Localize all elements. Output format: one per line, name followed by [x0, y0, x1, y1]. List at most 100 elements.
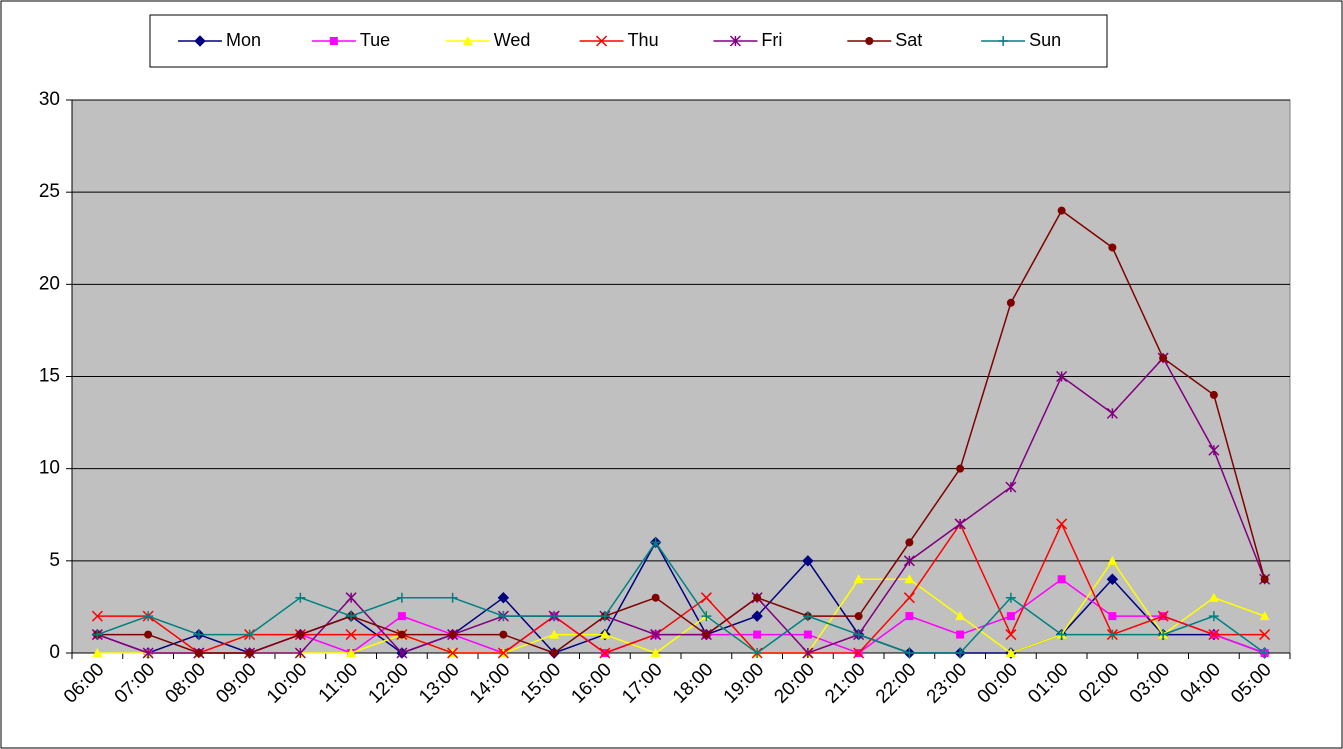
- point: [92, 648, 103, 657]
- legend-marker: [462, 36, 473, 45]
- point: [904, 574, 915, 584]
- point: [397, 630, 406, 639]
- point: [1005, 648, 1016, 657]
- point: [346, 611, 357, 622]
- point: [1056, 370, 1068, 383]
- legend-label: Mon: [226, 30, 261, 50]
- point: [1260, 575, 1269, 584]
- series-line: [97, 541, 1266, 654]
- point: [1056, 518, 1068, 530]
- legend-label: Sat: [895, 30, 922, 50]
- point: [955, 648, 966, 658]
- point: [651, 593, 660, 602]
- point: [1157, 610, 1169, 622]
- y-tick-label: 5: [49, 550, 60, 571]
- point: [905, 538, 914, 547]
- point: [1259, 648, 1270, 658]
- point: [954, 518, 966, 530]
- point: [650, 537, 661, 548]
- point: [194, 649, 203, 657]
- point: [1005, 481, 1017, 493]
- point: [1208, 611, 1219, 622]
- point: [956, 464, 965, 473]
- point: [497, 591, 510, 604]
- point: [903, 555, 915, 567]
- point: [498, 611, 509, 622]
- point: [599, 629, 610, 639]
- point: [245, 649, 254, 657]
- point: [295, 592, 306, 603]
- y-tick-label: 30: [39, 89, 60, 110]
- point: [803, 630, 812, 639]
- point: [650, 629, 662, 641]
- point: [92, 629, 103, 640]
- legend-marker: [998, 36, 1009, 46]
- point: [345, 592, 357, 604]
- point: [296, 630, 305, 639]
- point: [294, 647, 306, 659]
- point: [955, 611, 966, 621]
- legend-label: Wed: [494, 30, 531, 50]
- point: [549, 629, 560, 639]
- legend-label: Tue: [360, 30, 390, 50]
- point: [1259, 611, 1270, 621]
- legend-label: Sun: [1029, 30, 1061, 50]
- series-line: [97, 356, 1266, 654]
- point: [396, 592, 407, 603]
- point: [396, 647, 408, 659]
- point: [549, 611, 560, 622]
- point: [1208, 629, 1220, 641]
- legend-marker: [865, 37, 874, 45]
- point: [853, 647, 865, 659]
- point: [853, 629, 864, 640]
- point: [1056, 629, 1067, 640]
- point: [1208, 592, 1219, 602]
- point: [1107, 555, 1118, 565]
- point: [345, 629, 357, 641]
- point: [802, 555, 814, 567]
- point: [854, 612, 863, 621]
- legend-label: Thu: [628, 30, 659, 50]
- point: [701, 611, 712, 622]
- point: [447, 592, 458, 603]
- legend-marker: [329, 37, 338, 45]
- point: [1005, 592, 1016, 603]
- legend-marker: [596, 35, 608, 47]
- point: [904, 648, 915, 658]
- point: [1106, 407, 1118, 419]
- point: [650, 648, 661, 657]
- point: [905, 612, 914, 621]
- point: [447, 647, 459, 659]
- point: [1208, 444, 1220, 456]
- point: [1057, 575, 1066, 584]
- y-tick-label: 10: [39, 458, 60, 479]
- series-line: [97, 209, 1266, 654]
- point: [1158, 629, 1169, 640]
- point: [599, 611, 610, 622]
- point: [853, 574, 864, 584]
- legend-label: Fri: [761, 30, 782, 50]
- point: [1006, 612, 1015, 621]
- point: [700, 592, 712, 604]
- point: [1106, 573, 1119, 585]
- point: [550, 649, 559, 657]
- point: [499, 630, 508, 639]
- legend: Mon Tue Wed Thu Fri Sat Sun: [149, 14, 1108, 68]
- point: [1108, 243, 1117, 252]
- point: [702, 630, 711, 639]
- point: [753, 630, 762, 639]
- point: [1107, 629, 1118, 640]
- point: [193, 629, 204, 640]
- point: [1159, 354, 1168, 363]
- point: [753, 593, 762, 602]
- point: [497, 647, 509, 659]
- point: [956, 630, 965, 639]
- point: [448, 630, 457, 639]
- y-tick-label: 15: [39, 366, 60, 387]
- point: [1209, 390, 1218, 399]
- point: [802, 611, 813, 622]
- point: [802, 647, 814, 659]
- point: [903, 592, 915, 604]
- point: [143, 611, 154, 622]
